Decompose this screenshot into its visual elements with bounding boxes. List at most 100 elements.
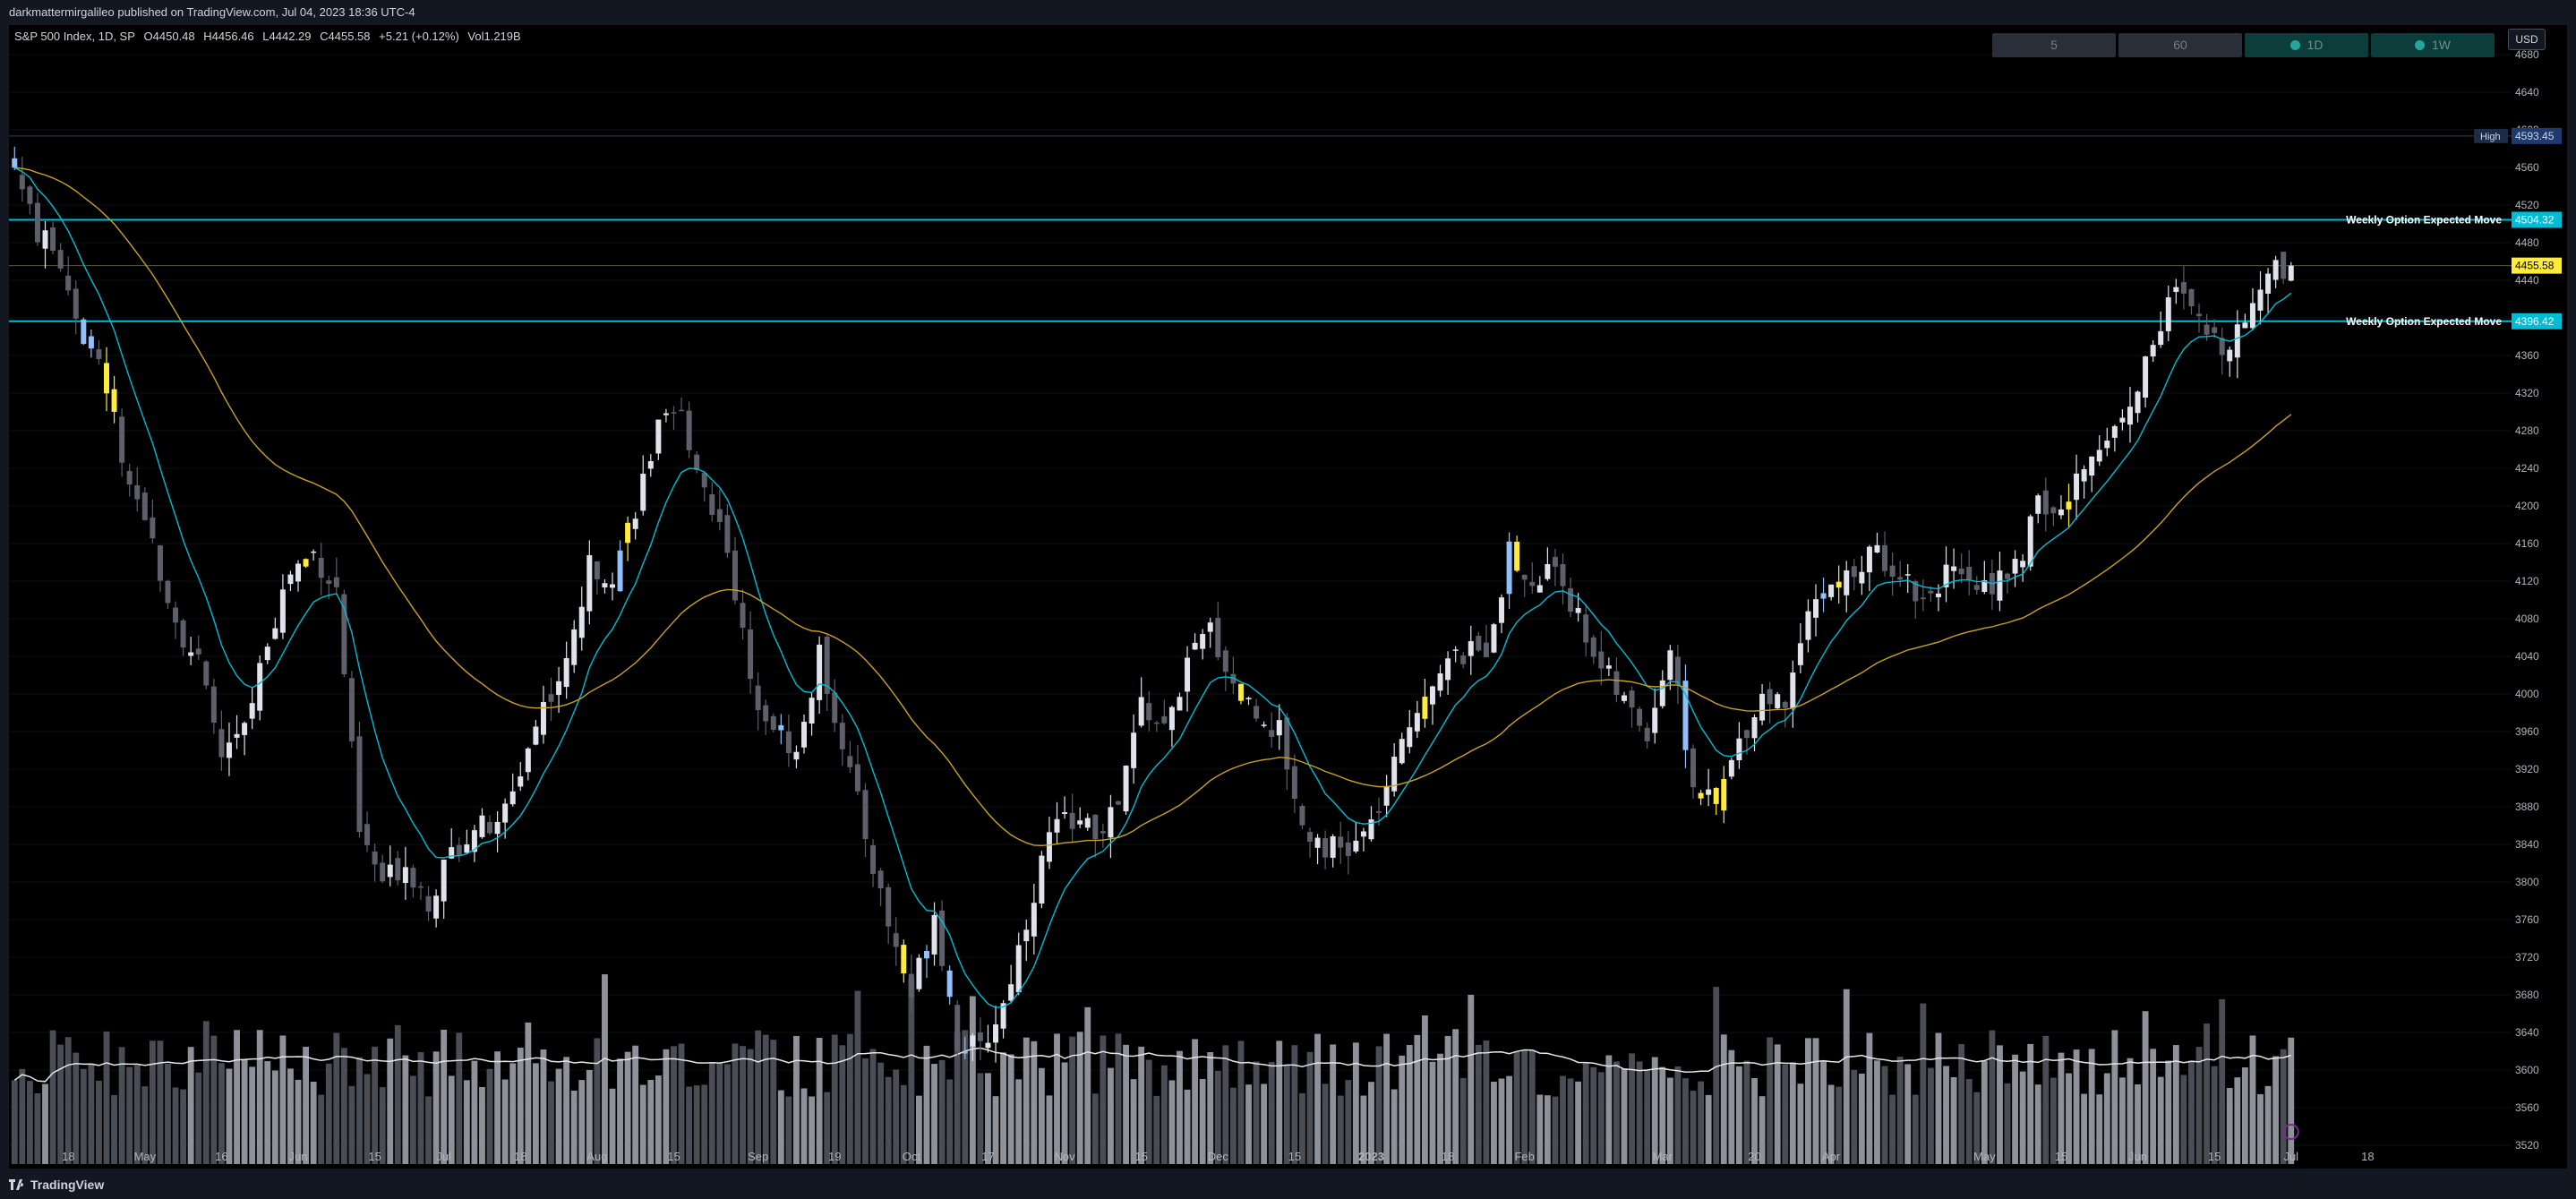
currency-button[interactable]: USD xyxy=(2508,29,2546,50)
ema-slow-line xyxy=(14,167,2292,847)
volume-bar xyxy=(1268,1062,1275,1164)
volume-bar xyxy=(73,1052,80,1164)
volume-bar xyxy=(149,1041,156,1164)
timeframe-1d-button[interactable]: 1D xyxy=(2245,33,2368,57)
candle-body xyxy=(1605,665,1612,669)
candle-body xyxy=(763,705,769,722)
volume-bar xyxy=(1076,1032,1083,1164)
candle-body xyxy=(104,363,110,394)
candle-body xyxy=(441,859,447,902)
volume-bar xyxy=(2257,1093,2264,1164)
volume-bar xyxy=(172,1087,179,1164)
time-tick-label: 15 xyxy=(2055,1150,2067,1163)
tradingview-logo-icon xyxy=(9,1178,25,1190)
candle-body xyxy=(425,895,432,912)
volume-bar xyxy=(2004,1083,2011,1164)
volume-bar xyxy=(1337,1095,1344,1164)
volume-bar xyxy=(809,1096,815,1164)
candle-body xyxy=(1721,778,1727,811)
timeframe-60m-button[interactable]: 60 xyxy=(2118,33,2242,57)
volume-bar xyxy=(1015,1079,1023,1164)
volume-bar xyxy=(1475,1044,1482,1164)
candle-body xyxy=(2288,265,2294,281)
candle-body xyxy=(1407,727,1413,748)
candle-body xyxy=(1460,655,1467,664)
volume-bar xyxy=(425,1096,432,1164)
symbol-name[interactable]: S&P 500 Index, 1D, SP xyxy=(14,30,135,43)
candle-body xyxy=(1092,814,1099,840)
volume-bar xyxy=(264,1061,271,1164)
time-tick-label: 18 xyxy=(1442,1150,1454,1163)
chart-frame[interactable] xyxy=(9,25,2567,1169)
volume-bar xyxy=(1229,1087,1237,1164)
candle-body xyxy=(264,647,270,661)
volume-bar xyxy=(2081,1093,2088,1164)
candle-body xyxy=(1000,1003,1006,1029)
volume-bar xyxy=(241,1059,248,1164)
candle-body xyxy=(1269,730,1275,737)
candle-body xyxy=(594,561,600,579)
candle-body xyxy=(279,589,286,633)
price-tick-label: 4000 xyxy=(2515,688,2539,700)
candle-body xyxy=(862,790,869,840)
volume-bar xyxy=(1728,1049,1735,1164)
candle-body xyxy=(962,1051,968,1054)
candle-body xyxy=(663,413,669,415)
time-tick-label: 16 xyxy=(215,1150,227,1163)
volume-bar xyxy=(800,1088,808,1164)
volume-bar xyxy=(1621,1068,1628,1164)
volume-bar xyxy=(1720,1034,1727,1164)
candle-body xyxy=(2119,417,2126,423)
volume-bar xyxy=(2219,998,2226,1164)
candle-body xyxy=(395,858,401,881)
candle-body xyxy=(625,522,631,544)
volume-bar xyxy=(624,1051,631,1164)
volume-bar xyxy=(671,1046,677,1164)
price-tag-bg xyxy=(2512,211,2562,228)
candle-body xyxy=(509,791,516,805)
volume-bar xyxy=(1168,1080,1176,1164)
volume-bar xyxy=(1582,1062,1589,1164)
volume-bar xyxy=(1192,1039,1199,1164)
volume-bar xyxy=(256,1030,263,1164)
volume-bar xyxy=(1605,1055,1613,1164)
volume-bar xyxy=(509,1063,517,1164)
volume-bar xyxy=(234,1030,240,1164)
high-tag-bg xyxy=(2474,128,2508,143)
tradingview-brand[interactable]: TradingView xyxy=(9,1178,104,1192)
volume-bar xyxy=(118,1047,125,1164)
candle-body xyxy=(210,686,217,724)
volume-bar xyxy=(2135,1084,2141,1164)
candle-body xyxy=(479,815,485,837)
volume-bar xyxy=(2150,1049,2157,1164)
volume-bar xyxy=(954,1032,961,1164)
volume-bar xyxy=(1007,1054,1014,1164)
volume-bar xyxy=(609,1088,616,1164)
volume-bar xyxy=(1038,1067,1045,1164)
volume-bar xyxy=(1491,1081,1497,1164)
volume-bar xyxy=(1054,1033,1060,1164)
candle-body xyxy=(1322,837,1329,858)
candle-body xyxy=(1360,831,1366,837)
volume-bar xyxy=(1950,1076,1957,1164)
candle-body xyxy=(809,698,815,724)
volume-bar xyxy=(977,1073,984,1164)
volume-value: Vol1.219B xyxy=(467,30,521,43)
volume-bar xyxy=(1222,1045,1229,1164)
price-tick-label: 4120 xyxy=(2515,575,2539,587)
candle-body xyxy=(1613,671,1620,696)
candle-body xyxy=(1146,703,1152,721)
volume-bar xyxy=(486,1068,493,1164)
timeframe-1w-button[interactable]: 1W xyxy=(2371,33,2495,57)
candle-body xyxy=(1230,673,1237,684)
volume-bar xyxy=(463,1080,470,1164)
timeframe-5m-button[interactable]: 5 xyxy=(1992,33,2116,57)
candle-body xyxy=(1767,689,1773,705)
volume-bar xyxy=(586,1069,593,1164)
price-tick-label: 3720 xyxy=(2515,951,2539,963)
volume-bar xyxy=(632,1045,639,1164)
candle-body xyxy=(1506,541,1512,595)
volume-bar xyxy=(96,1080,102,1164)
volume-bar xyxy=(1735,1066,1742,1164)
